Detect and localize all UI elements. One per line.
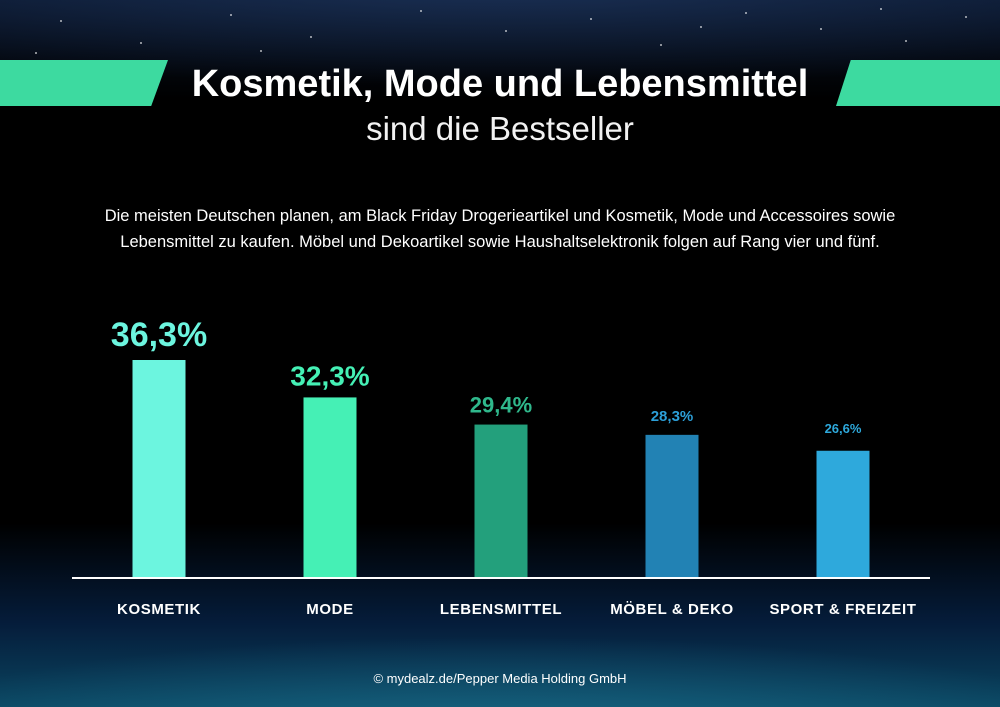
star-dot bbox=[880, 8, 882, 10]
value-label-sport-freizeit: 26,6% bbox=[825, 421, 862, 436]
category-label-möbel-deko: MÖBEL & DEKO bbox=[610, 601, 734, 618]
value-label-kosmetik: 36,3% bbox=[111, 316, 207, 354]
star-dot bbox=[965, 16, 967, 18]
star-dot bbox=[230, 14, 232, 16]
value-label-mode: 32,3% bbox=[290, 360, 369, 391]
bar-kosmetik bbox=[132, 360, 186, 578]
category-label-kosmetik: KOSMETIK bbox=[117, 601, 201, 618]
bar-lebensmittel bbox=[474, 424, 528, 578]
star-dot bbox=[60, 20, 62, 22]
star-dot bbox=[260, 50, 262, 52]
left-accent-ribbon bbox=[0, 60, 168, 106]
category-label-lebensmittel: LEBENSMITTEL bbox=[440, 601, 562, 618]
source-credit: © mydealz.de/Pepper Media Holding GmbH bbox=[373, 671, 627, 686]
bars-group bbox=[132, 360, 870, 578]
star-dot bbox=[820, 28, 822, 30]
bar-möbel-deko bbox=[645, 434, 699, 578]
value-label-lebensmittel: 29,4% bbox=[470, 393, 532, 418]
star-dot bbox=[905, 40, 907, 42]
star-dot bbox=[35, 52, 37, 54]
value-labels-group: 36,3% 32,3% 29,4% 28,3% 26,6% bbox=[111, 316, 862, 436]
star-dot bbox=[700, 26, 702, 28]
right-accent-ribbon bbox=[836, 60, 1000, 106]
value-label-möbel-deko: 28,3% bbox=[651, 408, 694, 425]
category-label-sport-freizeit: SPORT & FREIZEIT bbox=[769, 601, 916, 618]
page-subtitle: sind die Bestseller bbox=[366, 110, 634, 147]
star-dot bbox=[590, 18, 592, 20]
category-labels-group: KOSMETIK MODE LEBENSMITTEL MÖBEL & DEKO SPOR… bbox=[117, 601, 916, 618]
bar-sport-freizeit bbox=[816, 450, 870, 578]
description-text: Die meisten Deutschen planen, am Black F… bbox=[104, 207, 896, 251]
page-title: Kosmetik, Mode und Lebensmittel bbox=[191, 63, 809, 105]
star-dot bbox=[420, 10, 422, 12]
category-label-mode: MODE bbox=[306, 601, 353, 618]
star-dot bbox=[745, 12, 747, 14]
star-dot bbox=[140, 42, 142, 44]
star-dot bbox=[310, 36, 312, 38]
star-dot bbox=[660, 44, 662, 46]
star-dot bbox=[505, 30, 507, 32]
bar-mode bbox=[303, 397, 357, 578]
